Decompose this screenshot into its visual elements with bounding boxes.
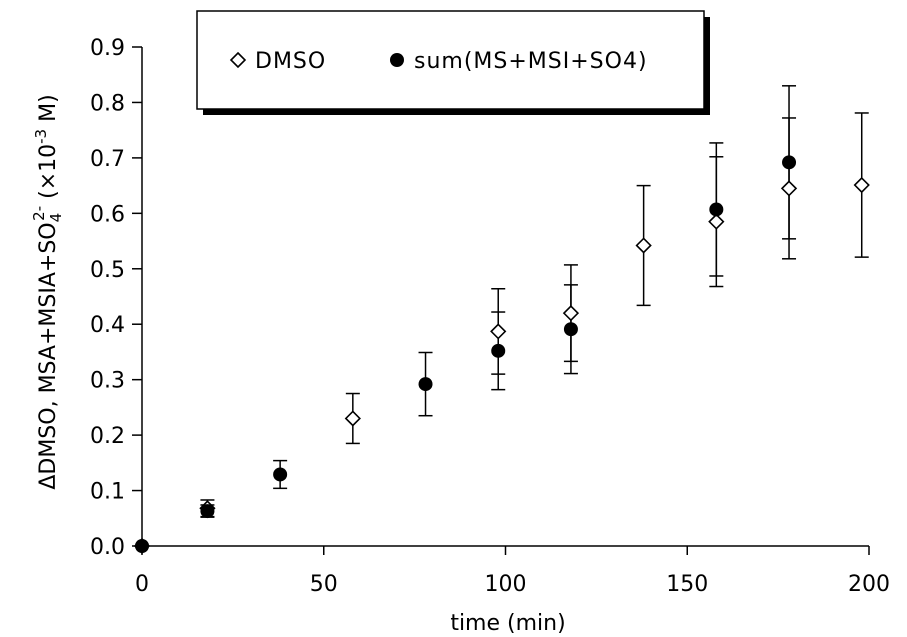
legend-label-sum: sum(MS+MSI+SO4) (414, 49, 648, 74)
dmso-point (562, 305, 580, 322)
x-ticks: 0 50 100 150 200 (135, 546, 890, 597)
y-tick-label: 0.4 (90, 313, 125, 338)
x-axis-title: time (min) (450, 611, 565, 636)
sum-point (135, 539, 149, 553)
legend-label-dmso: DMSO (255, 49, 326, 74)
dmso-point (780, 180, 798, 197)
y-axis-title-main: ΔDMSO, MSA+MSIA+SO (36, 222, 61, 489)
y-tick-label: 0.9 (90, 36, 125, 61)
sum-point (491, 343, 506, 358)
sum-point (200, 504, 215, 519)
legend: DMSO sum(MS+MSI+SO4) (196, 10, 710, 115)
legend-box (196, 10, 705, 110)
y-tick-label: 0.2 (90, 424, 125, 449)
y-tick-label: 0.0 (90, 535, 125, 560)
y-axis-title: ΔDMSO, MSA+MSIA+SO42- (×10-3 M) (30, 94, 65, 489)
dmso-point (853, 176, 870, 194)
dmso-point (708, 213, 725, 230)
y-tick-label: 0.7 (90, 147, 125, 172)
y-tick-label: 0.5 (90, 258, 125, 283)
sum-point (418, 377, 433, 392)
y-axis-title-unit-close: M) (36, 94, 61, 129)
y-axis-title-unit-exp: -3 (32, 129, 50, 144)
y-axis-title-sub: 4 (47, 213, 65, 223)
axes: 0.0 0.1 0.2 0.3 0.4 0.5 0.6 0.7 0.8 0.9 0 50 100 150… (90, 36, 890, 597)
dmso-point (635, 237, 652, 254)
x-tick-label: 0 (135, 572, 149, 597)
sum-point (709, 202, 724, 217)
y-tick-label: 0.1 (90, 480, 125, 505)
y-tick-label: 0.8 (90, 91, 125, 116)
dmso-point (344, 410, 361, 427)
x-tick-label: 150 (666, 572, 708, 597)
y-ticks: 0.0 0.1 0.2 0.3 0.4 0.5 0.6 0.7 0.8 0.9 (90, 36, 142, 560)
x-tick-label: 200 (848, 572, 890, 597)
x-tick-label: 50 (310, 572, 338, 597)
legend-circle-marker (390, 53, 404, 67)
error-bars (200, 85, 869, 518)
legend-diamond-marker (229, 51, 247, 69)
sum-point (273, 467, 288, 482)
sum-point (782, 155, 797, 170)
data-markers (133, 155, 870, 555)
sum-point (563, 322, 578, 337)
dmso-point (490, 323, 507, 340)
y-axis-title-unit-open: (×10 (36, 144, 61, 206)
y-tick-label: 0.6 (90, 202, 125, 227)
x-tick-label: 100 (485, 572, 527, 597)
y-tick-label: 0.3 (90, 369, 125, 394)
y-axis-title-sup: 2- (30, 206, 48, 221)
